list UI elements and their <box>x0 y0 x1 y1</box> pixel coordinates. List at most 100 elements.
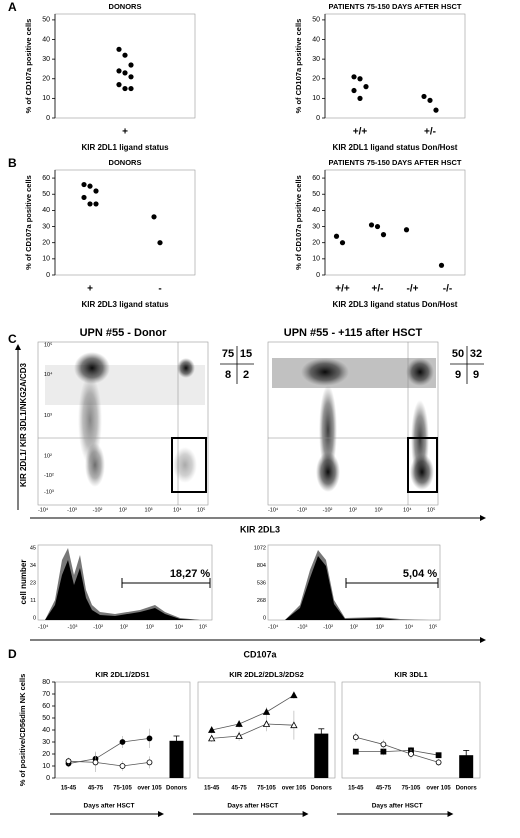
x-tick-label: -/+ <box>407 284 419 295</box>
data-point <box>128 85 134 92</box>
flow-title: UPN #55 - Donor <box>80 327 168 339</box>
marker <box>235 720 243 727</box>
series-line <box>355 749 439 756</box>
x-tick-label: -10⁴ <box>268 506 279 513</box>
x-axis-label: KIR 2DL3 <box>240 524 280 534</box>
y-axis-label: % of CD107a positive cells <box>294 19 303 114</box>
y-tick-label: 45 <box>30 545 36 551</box>
x-tick-label: + <box>87 284 93 295</box>
panel-label: B <box>8 156 17 170</box>
data-point <box>122 85 128 92</box>
y-tick-label: 0 <box>316 115 320 122</box>
x-tick-label: -10⁴ <box>268 623 279 630</box>
data-point <box>374 223 381 230</box>
y-tick-label: 50 <box>312 191 320 198</box>
y-tick-label: 10 <box>42 95 50 102</box>
y-tick-label: 10⁴ <box>44 371 53 378</box>
y-tick-label: 20 <box>312 76 320 83</box>
x-tick-label: -/- <box>443 284 452 295</box>
series-line <box>68 760 150 767</box>
y-tick-label: 20 <box>42 751 50 758</box>
x-tick-label: 10⁵ <box>427 506 435 513</box>
x-tick-label: - <box>158 284 161 295</box>
data-point <box>151 214 157 220</box>
chart-title: KIR 2DL1/2DS1 <box>95 670 149 679</box>
y-tick-label: 50 <box>312 17 320 24</box>
data-point <box>357 76 363 82</box>
y-tick-label: 60 <box>42 175 50 182</box>
x-tick-label: -10⁴ <box>38 623 49 630</box>
data-point <box>87 201 93 207</box>
x-tick-label: 75-105 <box>257 786 276 792</box>
x-tick-label: 10² <box>120 624 128 630</box>
gate-label: 18,27 % <box>170 568 211 580</box>
y-tick-label: 10 <box>42 763 50 770</box>
data-point <box>380 232 387 238</box>
x-tick-label: -10² <box>323 624 333 630</box>
data-point <box>116 82 122 88</box>
x-tick-label: 10⁴ <box>403 506 412 513</box>
y-tick-label: 30 <box>42 223 50 230</box>
y-tick-label: 10 <box>312 256 320 263</box>
x-tick-label: 10⁵ <box>429 623 437 630</box>
y-tick-label: 40 <box>42 207 50 214</box>
quadrant-value: 2 <box>243 369 249 381</box>
x-axis-label: Days after HSCT <box>84 803 135 810</box>
y-tick-label: 40 <box>312 207 320 214</box>
flow-plot-right <box>267 341 439 506</box>
y-tick-label: 10³ <box>44 413 52 419</box>
x-axis-label: KIR 2DL3 ligand status Don/Host <box>333 300 458 309</box>
plot-frame <box>54 13 196 119</box>
x-tick-label: 10² <box>349 507 357 513</box>
x-tick-label: + <box>122 127 128 138</box>
x-tick-label: -10³ <box>297 507 307 513</box>
data-point <box>87 183 93 189</box>
x-tick-label: Donors <box>166 786 188 792</box>
flow-title: UPN #55 - +115 after HSCT <box>284 327 423 339</box>
y-axis-label: KIR 2DL1/ KIR 3DL1/NKG2A/CD3 <box>19 362 28 487</box>
gate-brackets <box>121 578 439 588</box>
x-tick-label: -10² <box>93 507 103 513</box>
y-tick-label: 20 <box>42 240 50 247</box>
x-tick-label: 10⁴ <box>173 506 182 513</box>
y-tick-label: 0 <box>46 272 50 279</box>
x-tick-label: 75-105 <box>402 786 421 792</box>
y-axis-label: % of positive/CD56dim NK cells <box>18 674 27 787</box>
x-tick-label: 10⁴ <box>175 623 184 630</box>
y-tick-label: 30 <box>42 56 50 63</box>
x-tick-label: -10³ <box>67 507 77 513</box>
y-tick-label: 10 <box>312 95 320 102</box>
data-point <box>427 97 433 103</box>
y-tick-label: 70 <box>42 691 50 698</box>
x-tick-label: -10² <box>323 507 333 513</box>
x-tick-label: over 105 <box>426 786 451 792</box>
marker <box>65 758 72 765</box>
x-tick-label: 10³ <box>146 624 154 630</box>
series-line <box>211 723 294 739</box>
x-tick-label: 45-75 <box>376 786 392 792</box>
data-point <box>421 93 427 100</box>
quadrant-value: 75 <box>222 348 234 360</box>
x-tick-label: 10³ <box>375 507 383 513</box>
x-tick-label: Donors <box>311 786 333 792</box>
data-point <box>368 222 375 228</box>
data-point <box>122 70 128 76</box>
x-axis-label: KIR 2DL1 ligand status Don/Host <box>333 143 458 152</box>
data-point <box>433 107 439 113</box>
y-tick-label: 0 <box>33 615 36 621</box>
chart-title: PATIENTS 75-150 DAYS AFTER HSCT <box>329 2 462 11</box>
y-tick-label: 60 <box>312 175 320 182</box>
marker <box>119 763 126 769</box>
data-point <box>363 84 369 90</box>
x-tick-label: +/- <box>424 127 436 138</box>
bar <box>169 740 184 778</box>
y-tick-label: 10 <box>42 256 50 263</box>
x-tick-label: -10³ <box>298 624 308 630</box>
data-point <box>116 46 122 52</box>
x-tick-label: 10⁴ <box>405 623 414 630</box>
marker <box>352 748 359 755</box>
data-point <box>81 181 87 188</box>
flow-plot-left <box>37 341 209 506</box>
plot-frame <box>341 681 481 779</box>
